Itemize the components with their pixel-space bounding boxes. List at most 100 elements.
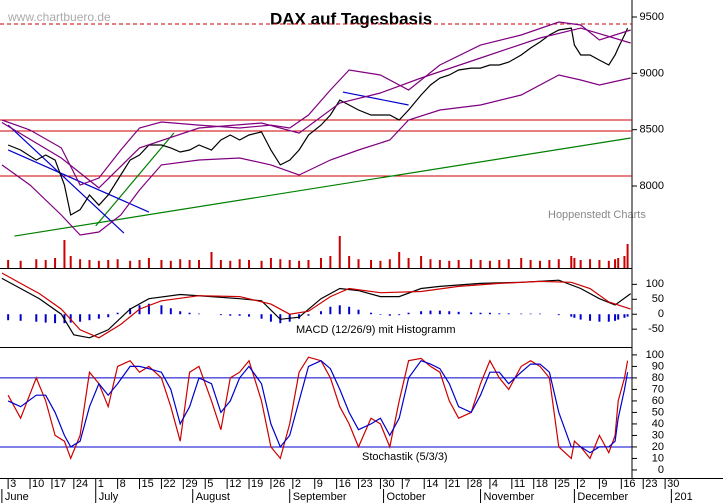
bar [379,314,382,315]
bar [338,305,341,315]
series-line [7,27,629,216]
y-tick-label: 8000 [640,180,664,192]
bar [179,259,182,268]
bar [607,314,610,322]
series-line [1,21,631,186]
bar [479,260,482,268]
trend-line [342,91,409,106]
bar [438,310,441,315]
y-tick-label: 30 [652,429,664,441]
bar [448,260,451,268]
bar [188,312,191,315]
macd-label: MACD (12/26/9) mit Histogramm [296,324,456,336]
bar [398,314,401,316]
x-tick-label: 11 [514,478,525,490]
bar [197,260,200,268]
x-tick-label: 4 [492,478,498,490]
bar [35,314,38,322]
bar [589,314,592,321]
x-tick-label: 28 [470,478,482,490]
bar [147,303,150,315]
bar [69,256,72,268]
series-line [1,272,631,339]
bar [88,260,91,268]
bar [589,259,592,268]
bar [248,314,251,317]
bar [7,260,10,268]
bar [348,306,351,315]
y-tick-label: 0 [658,464,664,476]
x-tick-label: 17 [54,478,66,490]
bar [269,258,272,268]
x-tick-label: 23 [361,478,373,490]
bar [448,311,451,315]
bar [338,236,341,268]
y-tick-label: 80 [652,372,664,384]
source-note: Hoppenstedt Charts [548,209,646,221]
bar [529,313,532,315]
bar [129,260,132,268]
x-tick-label: 21 [448,478,460,490]
bar [219,260,222,268]
bar [438,260,441,268]
watermark: www.chartbuero.de [7,10,111,24]
bar [260,314,263,319]
bar [288,260,291,268]
series-line [1,27,631,189]
bar [329,306,332,315]
bar [210,252,213,268]
bar [498,313,501,315]
bar [229,314,232,316]
x-tick-label: 23 [645,478,657,490]
x-tick-label: 2 [295,478,301,490]
bar [407,312,410,315]
bar [229,260,232,268]
month-label: July [99,491,119,503]
bar [97,260,100,268]
y-tick-label: 100 [646,349,664,361]
x-tick-label: 12 [229,478,241,490]
trend-line [14,137,631,237]
bar [169,260,172,268]
bar [307,260,310,268]
bar [307,314,310,316]
bar [138,260,141,268]
bar [538,313,541,315]
series-line [7,359,629,454]
bar [269,314,272,322]
y-tick-label: 60 [652,395,664,407]
y-tick-label: 10 [652,452,664,464]
x-tick-label: 3 [10,478,16,490]
bar [407,258,410,268]
x-tick-label: 18 [536,478,548,490]
bar [197,313,200,315]
bar [538,260,541,268]
y-tick-label: -50 [648,323,664,335]
x-tick-label: 16 [623,478,635,490]
x-tick-label: 5 [207,478,213,490]
bar [88,314,91,321]
bar [614,259,617,268]
bar [19,260,22,268]
bar [188,260,191,268]
bar [348,256,351,268]
bar [69,314,72,323]
x-tick-label: 19 [251,478,263,490]
bar [479,312,482,315]
bar [617,258,620,268]
y-tick-label: 90 [652,360,664,372]
bar [7,314,10,321]
y-tick-label: 70 [652,383,664,395]
bar [420,256,423,268]
bar [54,258,57,268]
bar [573,258,576,268]
bar [470,259,473,268]
bar [573,314,576,318]
y-tick-label: 8500 [640,124,664,136]
bar [488,312,491,315]
x-tick-label: 30 [382,478,394,490]
bar [470,312,473,315]
bar [79,259,82,268]
bar [429,310,432,315]
